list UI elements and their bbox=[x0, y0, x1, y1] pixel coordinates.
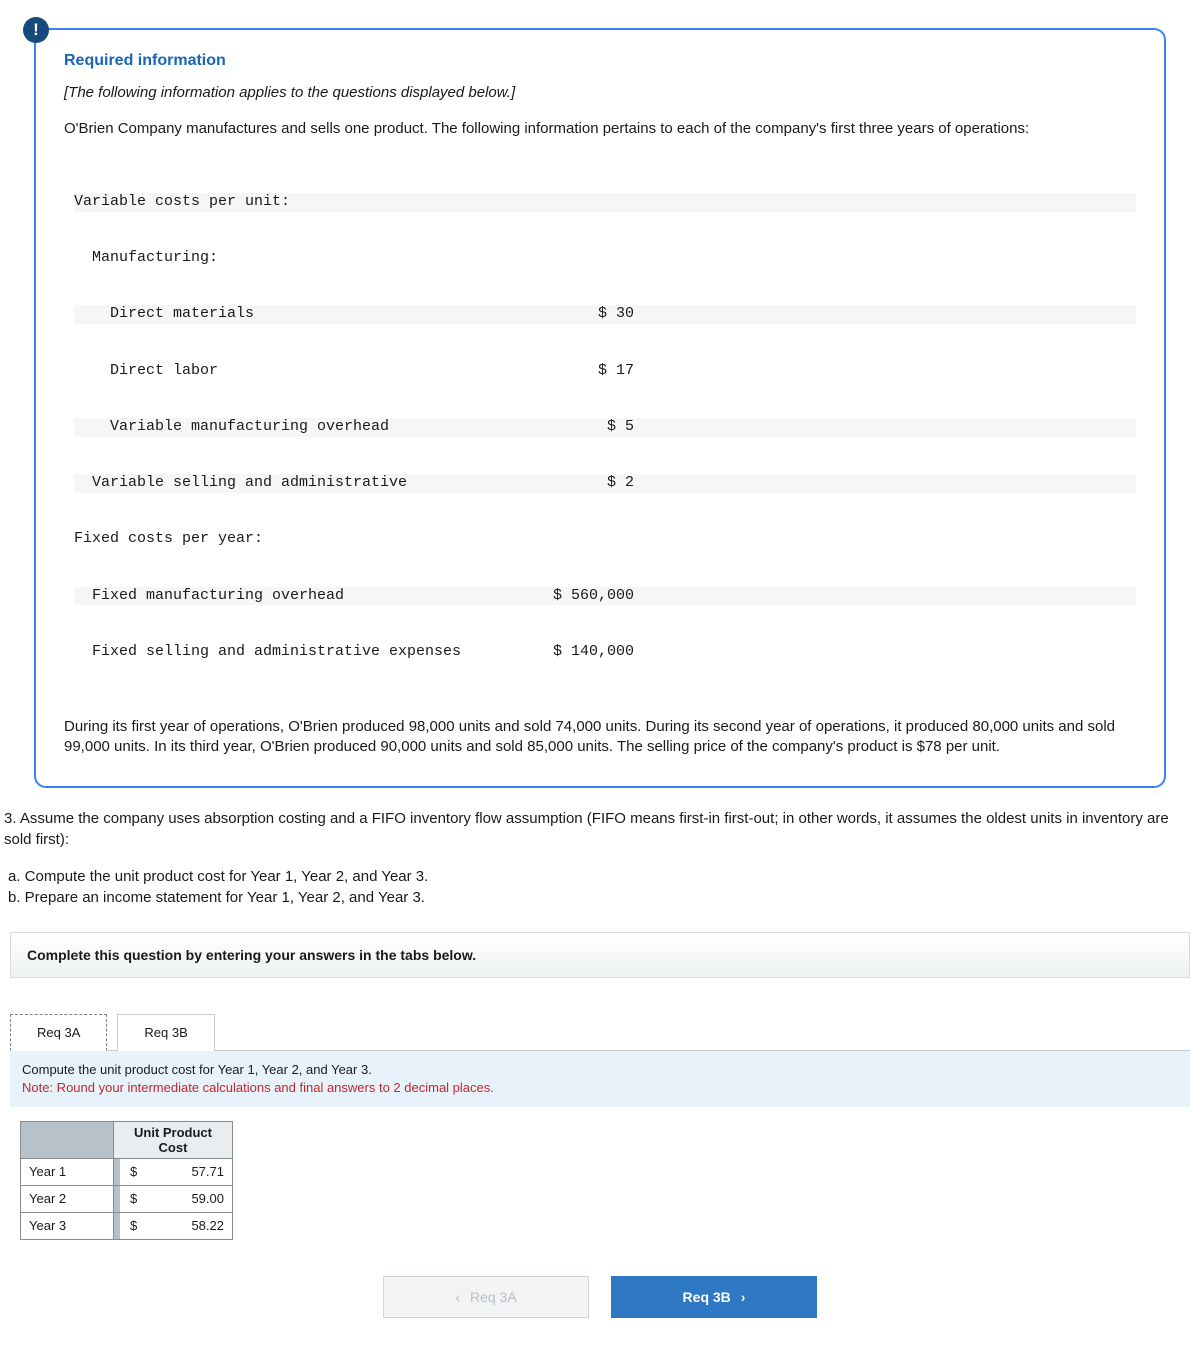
data-value: $ 140,000 bbox=[514, 643, 634, 662]
data-value: $ 2 bbox=[514, 474, 634, 493]
row-label: Year 1 bbox=[21, 1158, 114, 1185]
tab-req-3a[interactable]: Req 3A bbox=[10, 1014, 107, 1051]
next-tab-label: Req 3B bbox=[683, 1289, 731, 1305]
data-value: $ 560,000 bbox=[514, 587, 634, 606]
data-value: $ 30 bbox=[514, 305, 634, 324]
data-subheading: Manufacturing: bbox=[74, 249, 514, 268]
row-label: Year 3 bbox=[21, 1212, 114, 1239]
narrative-paragraph: During its first year of operations, O'B… bbox=[64, 717, 1136, 758]
question-main: 3. Assume the company uses absorption co… bbox=[4, 808, 1196, 850]
data-label: Direct materials bbox=[74, 305, 514, 324]
prev-tab-button[interactable]: ‹ Req 3A bbox=[383, 1276, 589, 1318]
currency-symbol: $ bbox=[130, 1164, 137, 1179]
data-label: Fixed selling and administrative expense… bbox=[74, 643, 514, 662]
answer-tabs: Req 3A Req 3B bbox=[10, 1014, 1190, 1051]
question-b: b. Prepare an income statement for Year … bbox=[8, 887, 1196, 908]
cost-data-block: Variable costs per unit: Manufacturing: … bbox=[74, 155, 1136, 699]
cell-value: 59.00 bbox=[191, 1191, 224, 1206]
table-col-header: Unit Product Cost bbox=[114, 1121, 233, 1158]
cost-cell[interactable]: $ 59.00 bbox=[114, 1185, 233, 1212]
data-label: Variable selling and administrative bbox=[74, 474, 514, 493]
question-a: a. Compute the unit product cost for Yea… bbox=[8, 866, 1196, 887]
currency-symbol: $ bbox=[130, 1218, 137, 1233]
tab-req-3b[interactable]: Req 3B bbox=[117, 1014, 214, 1051]
instruction-line: Compute the unit product cost for Year 1… bbox=[22, 1061, 1178, 1079]
question-block: 3. Assume the company uses absorption co… bbox=[4, 808, 1196, 908]
row-label: Year 2 bbox=[21, 1185, 114, 1212]
tab-instruction: Compute the unit product cost for Year 1… bbox=[10, 1051, 1190, 1107]
next-tab-button[interactable]: Req 3B › bbox=[611, 1276, 817, 1318]
tab-body: Compute the unit product cost for Year 1… bbox=[10, 1050, 1190, 1318]
data-heading: Variable costs per unit: bbox=[74, 193, 514, 212]
table-row: Year 3 $ 58.22 bbox=[21, 1212, 233, 1239]
intro-paragraph: O'Brien Company manufactures and sells o… bbox=[64, 119, 1136, 139]
required-info-title: Required information bbox=[64, 52, 1136, 70]
cell-value: 58.22 bbox=[191, 1218, 224, 1233]
data-label: Direct labor bbox=[74, 362, 514, 381]
table-blank-header bbox=[21, 1121, 114, 1158]
data-value: $ 17 bbox=[514, 362, 634, 381]
chevron-left-icon: ‹ bbox=[455, 1289, 460, 1305]
data-label: Variable manufacturing overhead bbox=[74, 418, 514, 437]
alert-icon: ! bbox=[23, 17, 49, 43]
cell-value: 57.71 bbox=[191, 1164, 224, 1179]
unit-product-cost-table: Unit Product Cost Year 1 $ 57.71 Year 2 … bbox=[20, 1121, 233, 1240]
table-row: Year 1 $ 57.71 bbox=[21, 1158, 233, 1185]
table-row: Year 2 $ 59.00 bbox=[21, 1185, 233, 1212]
tab-nav-buttons: ‹ Req 3A Req 3B › bbox=[10, 1276, 1190, 1318]
data-value: $ 5 bbox=[514, 418, 634, 437]
data-label: Fixed manufacturing overhead bbox=[74, 587, 514, 606]
instruction-note: Note: Round your intermediate calculatio… bbox=[22, 1079, 1178, 1097]
currency-symbol: $ bbox=[130, 1191, 137, 1206]
required-info-card: ! Required information [The following in… bbox=[34, 28, 1166, 788]
applies-note: [The following information applies to th… bbox=[64, 84, 1136, 101]
cost-cell[interactable]: $ 58.22 bbox=[114, 1212, 233, 1239]
cost-cell[interactable]: $ 57.71 bbox=[114, 1158, 233, 1185]
chevron-right-icon: › bbox=[741, 1289, 746, 1305]
complete-instruction-bar: Complete this question by entering your … bbox=[10, 932, 1190, 978]
prev-tab-label: Req 3A bbox=[470, 1289, 517, 1305]
data-heading: Fixed costs per year: bbox=[74, 530, 514, 549]
